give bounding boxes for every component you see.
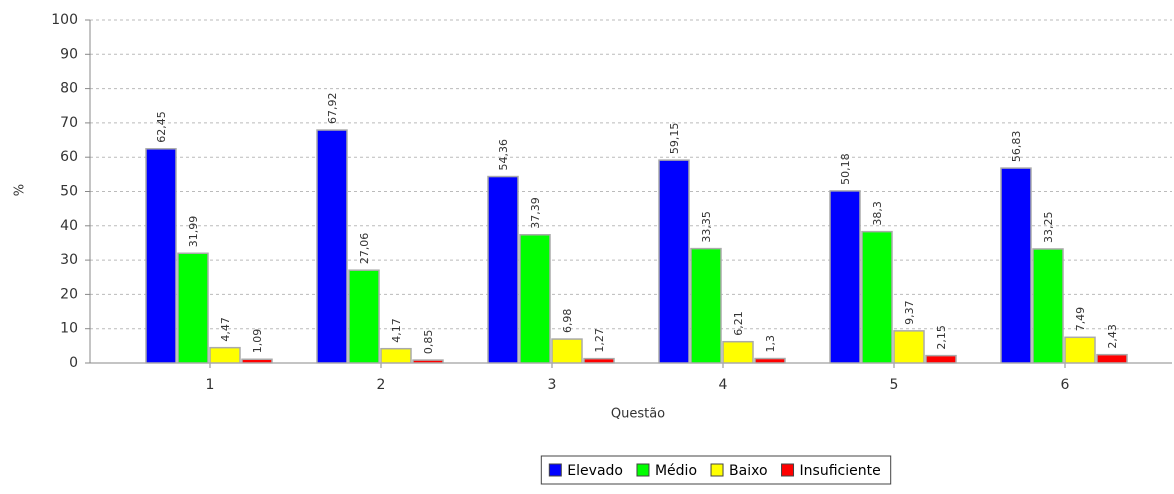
- data-label: 38,3: [871, 201, 884, 226]
- bar: [348, 269, 380, 364]
- legend: Elevado Médio Baixo Insuficiente: [540, 455, 892, 485]
- legend-label: Insuficiente: [800, 463, 881, 479]
- y-tick-label: 20: [60, 286, 78, 302]
- bar: [925, 354, 957, 364]
- bar: [893, 330, 925, 364]
- y-tick-label: 60: [60, 149, 78, 165]
- y-tick-label: 80: [60, 81, 78, 97]
- data-label: 2,15: [935, 325, 948, 350]
- x-tick-label: 5: [890, 377, 899, 393]
- y-axis-label: %: [13, 184, 28, 196]
- bar: [658, 159, 690, 364]
- data-label: 33,35: [700, 211, 713, 243]
- data-label: 1,3: [764, 335, 777, 353]
- legend-swatch: [636, 463, 650, 477]
- data-label: 1,09: [251, 329, 264, 354]
- data-label: 6,21: [732, 311, 745, 336]
- bar: [209, 346, 241, 364]
- legend-label: Médio: [655, 463, 697, 479]
- bar: [722, 340, 754, 364]
- data-label: 33,25: [1042, 211, 1055, 243]
- legend-swatch: [781, 463, 795, 477]
- x-tick-label: 1: [206, 377, 215, 393]
- y-tick-label: 0: [69, 355, 78, 371]
- x-tick-label: 4: [719, 377, 728, 393]
- bar: [754, 357, 786, 364]
- data-label: 67,92: [326, 93, 339, 125]
- y-tick-label: 50: [60, 184, 78, 200]
- data-label: 7,49: [1074, 307, 1087, 332]
- data-label: 59,15: [668, 123, 681, 155]
- data-label: 62,45: [155, 111, 168, 143]
- data-label: 1,27: [593, 328, 606, 353]
- bar: [519, 234, 551, 364]
- data-label: 0,85: [422, 330, 435, 355]
- data-label: 54,36: [497, 139, 510, 171]
- bar: [551, 338, 583, 364]
- y-tick-label: 40: [60, 218, 78, 234]
- bar: [145, 148, 177, 364]
- bar: [1000, 167, 1032, 364]
- bar: [316, 129, 348, 364]
- x-tick-label: 6: [1061, 377, 1070, 393]
- bar: [1032, 248, 1064, 364]
- y-tick-label: 30: [60, 252, 78, 268]
- x-tick-label: 2: [377, 377, 386, 393]
- y-tick-label: 90: [60, 46, 78, 62]
- y-tick-label: 70: [60, 115, 78, 131]
- bar: [412, 359, 444, 364]
- data-label: 9,37: [903, 300, 916, 325]
- data-label: 56,83: [1010, 131, 1023, 163]
- bar: [1064, 336, 1096, 364]
- bar: [241, 358, 273, 364]
- bar: [829, 190, 861, 364]
- bar: [177, 252, 209, 364]
- legend-label: Elevado: [567, 463, 623, 479]
- y-tick-label: 10: [60, 321, 78, 337]
- bar: [1096, 353, 1128, 364]
- x-tick-label: 3: [548, 377, 557, 393]
- data-label: 6,98: [561, 309, 574, 334]
- legend-swatch: [548, 463, 562, 477]
- x-axis-label: Questão: [611, 407, 665, 422]
- legend-swatch: [710, 463, 724, 477]
- bar: [690, 247, 722, 364]
- bar: [380, 347, 412, 364]
- legend-label: Baixo: [729, 463, 768, 479]
- data-label: 37,39: [529, 197, 542, 229]
- bar: [861, 230, 893, 364]
- data-label: 2,43: [1106, 324, 1119, 349]
- data-label: 27,06: [358, 233, 371, 265]
- data-label: 4,17: [390, 318, 403, 343]
- data-label: 50,18: [839, 153, 852, 185]
- bar: [583, 357, 615, 364]
- bar: [487, 175, 519, 364]
- y-tick-label: 100: [51, 12, 78, 28]
- data-label: 4,47: [219, 317, 232, 342]
- data-label: 31,99: [187, 216, 200, 248]
